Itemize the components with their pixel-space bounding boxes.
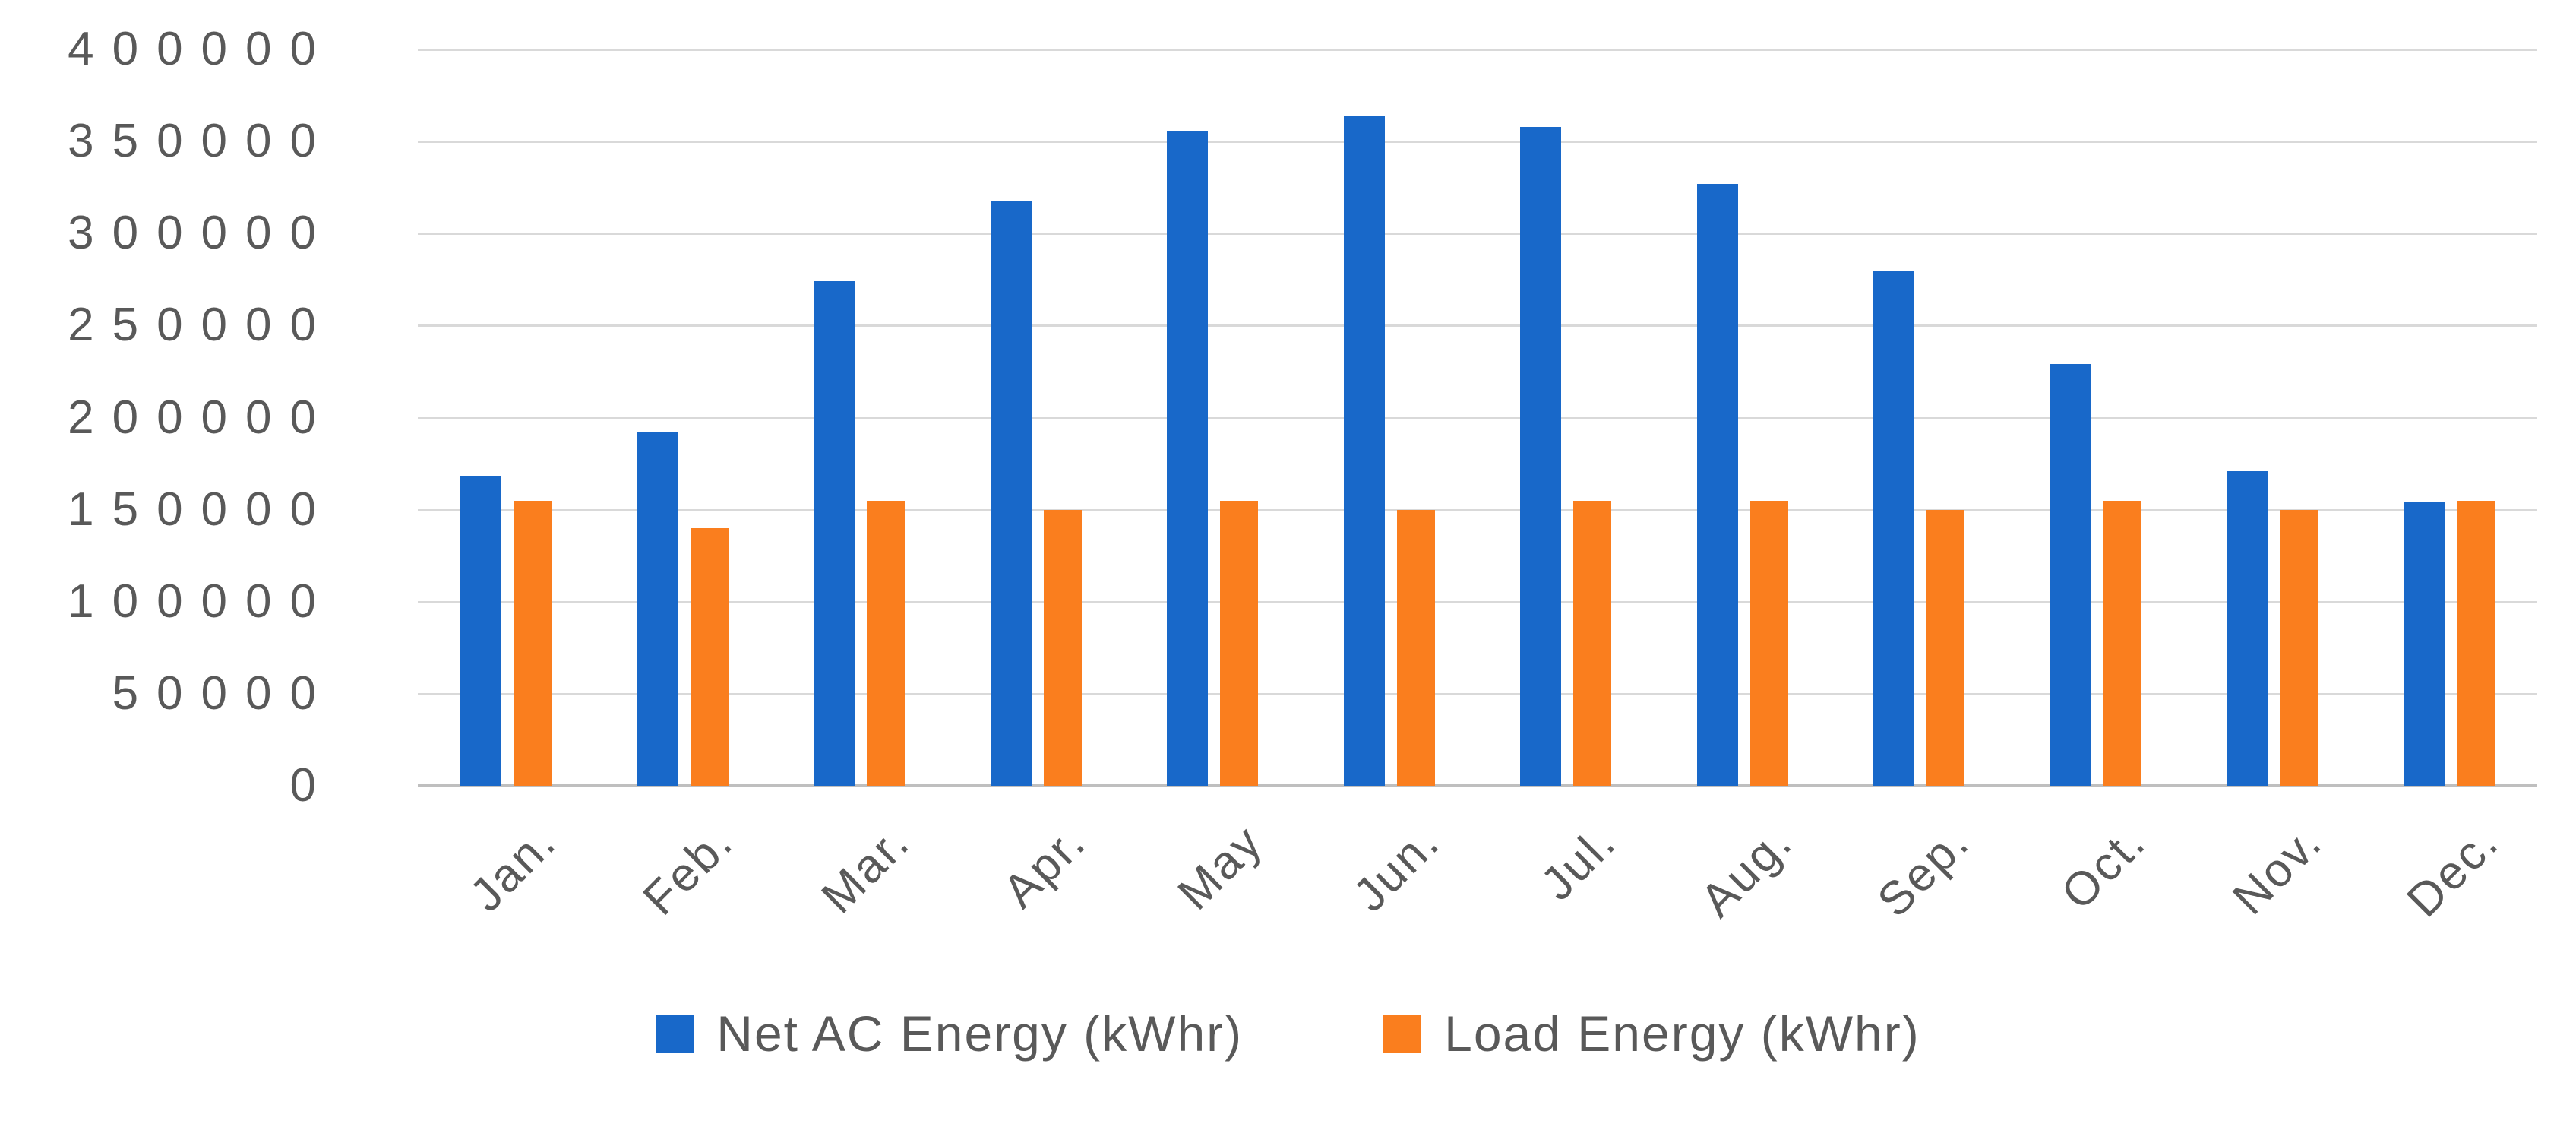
bar-oct-net-ac-energy (2050, 364, 2091, 786)
bar-jun-load-energy (1396, 510, 1435, 786)
y-tick-label-200000: 200000 (68, 391, 334, 444)
gridline-200000 (418, 416, 2537, 419)
gridline-300000 (418, 233, 2537, 236)
bar-group-oct (2008, 49, 2185, 786)
bar-dec-load-energy (2456, 501, 2495, 786)
bar-jan-net-ac-energy (460, 476, 502, 786)
x-label-jul: Jul. (1531, 815, 1626, 911)
x-label-aug: Aug. (1690, 815, 1803, 928)
x-label-dec: Dec. (2397, 815, 2510, 928)
bar-sep-net-ac-energy (1873, 271, 1915, 786)
bar-group-aug (1655, 49, 1832, 786)
bar-aug-net-ac-energy (1696, 184, 1738, 786)
y-tick-label-50000: 50000 (112, 666, 334, 720)
bar-group-jun (1301, 49, 1478, 786)
bar-group-jan (418, 49, 595, 786)
bar-jun-net-ac-energy (1343, 116, 1385, 786)
x-label-feb: Feb. (633, 815, 744, 926)
bar-group-dec (2361, 49, 2538, 786)
y-tick-label-250000: 250000 (68, 299, 334, 352)
legend-item-net-ac-energy: Net AC Energy (kWhr) (656, 1005, 1243, 1062)
x-label-jan: Jan. (460, 815, 567, 922)
y-tick-label-0: 0 (289, 759, 334, 812)
bar-group-sep (1831, 49, 2008, 786)
gridline-50000 (418, 692, 2537, 695)
bar-aug-load-energy (1749, 501, 1788, 786)
x-label-jun: Jun. (1343, 815, 1450, 922)
bar-nov-net-ac-energy (2227, 471, 2268, 786)
bar-group-mar (771, 49, 948, 786)
bar-nov-load-energy (2280, 510, 2318, 786)
legend-label-load-energy: Load Energy (kWhr) (1444, 1005, 1920, 1062)
bar-group-apr (948, 49, 1125, 786)
x-axis-line (418, 784, 2537, 787)
y-tick-label-300000: 300000 (68, 207, 334, 260)
gridline-400000 (418, 49, 2537, 51)
bar-mar-load-energy (867, 501, 906, 786)
bar-jul-net-ac-energy (1520, 127, 1562, 786)
bar-group-may (1124, 49, 1301, 786)
bar-may-load-energy (1220, 501, 1259, 786)
bar-may-net-ac-energy (1167, 131, 1209, 786)
gridline-250000 (418, 324, 2537, 328)
bar-dec-net-ac-energy (2403, 502, 2445, 786)
bar-feb-net-ac-energy (637, 432, 678, 786)
y-tick-label-350000: 350000 (68, 115, 334, 168)
bar-feb-load-energy (690, 528, 729, 786)
bar-oct-load-energy (2103, 501, 2141, 786)
x-label-sep: Sep. (1867, 815, 1980, 928)
x-label-may: May (1168, 815, 1273, 920)
y-tick-label-400000: 400000 (68, 23, 334, 75)
x-label-apr: Apr. (993, 815, 1097, 918)
bar-group-nov (2184, 49, 2361, 786)
gridline-350000 (418, 141, 2537, 144)
bar-group-feb (595, 49, 772, 786)
legend-label-net-ac-energy: Net AC Energy (kWhr) (716, 1005, 1244, 1062)
legend: Net AC Energy (kWhr) Load Energy (kWhr) (0, 1005, 2576, 1062)
gridline-100000 (418, 600, 2537, 603)
x-label-nov: Nov. (2223, 815, 2333, 925)
bar-mar-net-ac-energy (814, 281, 855, 786)
y-tick-label-100000: 100000 (68, 575, 334, 628)
legend-swatch-load-energy (1383, 1015, 1422, 1053)
gridline-150000 (418, 508, 2537, 511)
x-label-mar: Mar. (811, 815, 920, 924)
bar-apr-load-energy (1043, 510, 1082, 786)
y-tick-label-150000: 150000 (68, 483, 334, 536)
bar-apr-net-ac-energy (990, 201, 1032, 786)
legend-item-load-energy: Load Energy (kWhr) (1383, 1005, 1920, 1062)
bar-jan-load-energy (514, 501, 552, 786)
legend-swatch-net-ac-energy (656, 1015, 694, 1053)
bar-jul-load-energy (1573, 501, 1612, 786)
bar-group-jul (1478, 49, 1655, 786)
bar-sep-load-energy (1926, 510, 1965, 786)
x-label-oct: Oct. (2051, 815, 2157, 920)
